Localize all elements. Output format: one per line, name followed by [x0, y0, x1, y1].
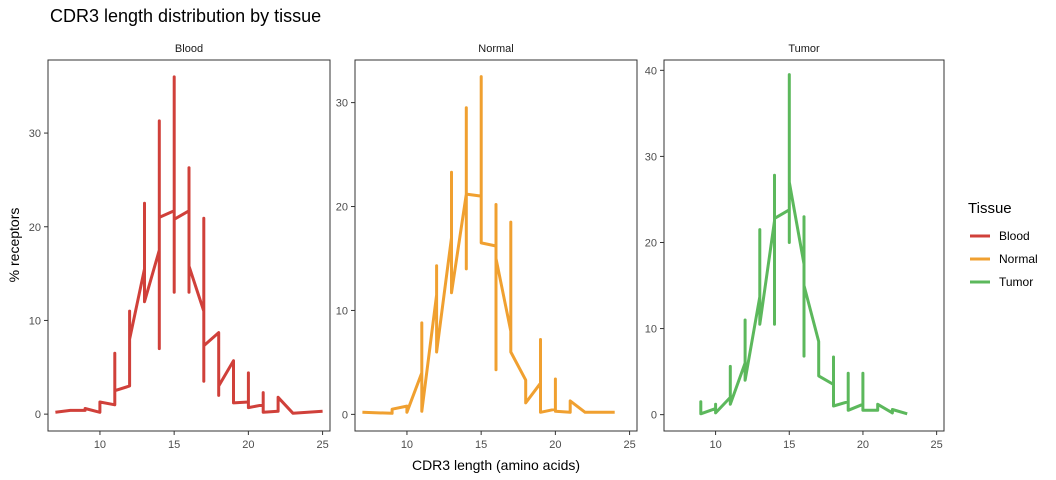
y-tick-label: 20 — [645, 237, 657, 249]
x-tick-label: 15 — [475, 439, 487, 451]
x-tick-label: 20 — [857, 439, 869, 451]
legend-label-blood: Blood — [999, 229, 1030, 243]
x-tick-label: 20 — [242, 439, 254, 451]
series-line-tumor — [699, 73, 908, 416]
y-axis-title: % receptors — [6, 208, 22, 283]
x-tick-label: 10 — [94, 439, 106, 451]
y-tick-label: 10 — [336, 305, 348, 317]
series-line-normal — [362, 75, 615, 415]
x-axis-title: CDR3 length (amino acids) — [412, 457, 580, 473]
y-tick-label: 30 — [29, 128, 41, 140]
y-tick-label: 30 — [336, 98, 348, 110]
y-tick-label: 40 — [645, 65, 657, 77]
y-ticks-normal: 0 10 20 30 — [336, 98, 355, 421]
panel-border-normal — [354, 59, 638, 432]
facet-tumor: Tumor 0 10 20 30 40 10 15 20 25 — [645, 43, 945, 451]
y-tick-label: 10 — [645, 324, 657, 336]
y-tick-label: 20 — [336, 202, 348, 214]
y-tick-label: 30 — [645, 151, 657, 163]
y-tick-label: 0 — [35, 409, 41, 421]
y-tick-label: 10 — [29, 315, 41, 327]
x-tick-label: 10 — [401, 439, 413, 451]
x-tick-label: 10 — [709, 439, 721, 451]
legend-title: Tissue — [968, 200, 1012, 217]
panel-border-blood — [47, 59, 331, 432]
y-ticks-blood: 0 10 20 30 — [29, 128, 48, 421]
x-ticks-normal: 10 15 20 25 — [401, 431, 636, 451]
facet-normal: Normal 0 10 20 30 10 15 20 25 — [336, 43, 638, 451]
x-tick-label: 25 — [931, 439, 943, 451]
series-line-blood — [55, 75, 323, 415]
facet-label-tumor: Tumor — [788, 43, 820, 55]
facet-blood: Blood 0 10 20 30 10 15 20 25 — [29, 43, 331, 451]
y-tick-label: 20 — [29, 222, 41, 234]
x-ticks-blood: 10 15 20 25 — [94, 431, 329, 451]
x-tick-label: 15 — [783, 439, 795, 451]
x-tick-label: 25 — [623, 439, 635, 451]
x-tick-label: 20 — [549, 439, 561, 451]
y-ticks-tumor: 0 10 20 30 40 — [645, 65, 664, 422]
legend-label-normal: Normal — [999, 252, 1038, 266]
y-tick-label: 0 — [342, 409, 348, 421]
facet-label-normal: Normal — [478, 43, 513, 55]
facet-label-blood: Blood — [175, 43, 203, 55]
chart-title: CDR3 length distribution by tissue — [50, 6, 321, 26]
legend-label-tumor: Tumor — [999, 275, 1033, 289]
y-tick-label: 0 — [651, 410, 657, 422]
panel-border-tumor — [663, 59, 945, 432]
legend: Tissue Blood Normal Tumor — [968, 200, 1038, 289]
x-tick-label: 15 — [168, 439, 180, 451]
x-ticks-tumor: 10 15 20 25 — [709, 431, 943, 451]
x-tick-label: 25 — [316, 439, 328, 451]
